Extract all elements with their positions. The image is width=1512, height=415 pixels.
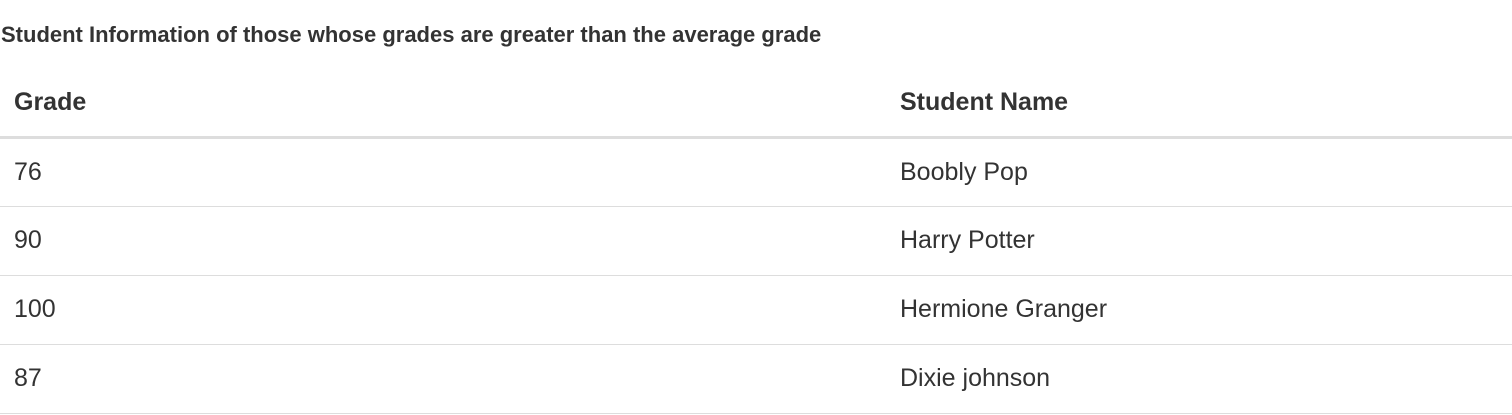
grade-cell: 87 [0, 344, 886, 414]
page-heading: Student Information of those whose grade… [1, 22, 822, 47]
column-header-grade: Grade [0, 69, 886, 139]
table-header: Grade Student Name [0, 69, 1512, 139]
header-row: Grade Student Name [0, 69, 1512, 139]
column-header-student-name: Student Name [886, 69, 1512, 139]
table-row: 87 Dixie johnson [0, 344, 1512, 414]
table-body: 76 Boobly Pop 90 Harry Potter 100 Hermio… [0, 137, 1512, 414]
grade-cell: 76 [0, 137, 886, 207]
grades-table: Grade Student Name 76 Boobly Pop 90 Harr… [0, 69, 1512, 414]
student-name-cell: Hermione Granger [886, 275, 1512, 345]
student-name-cell: Boobly Pop [886, 137, 1512, 207]
grade-cell: 100 [0, 275, 886, 345]
table-row: 76 Boobly Pop [0, 137, 1512, 207]
student-name-cell: Dixie johnson [886, 344, 1512, 414]
student-name-cell: Harry Potter [886, 206, 1512, 276]
table-row: 100 Hermione Granger [0, 275, 1512, 345]
grade-cell: 90 [0, 206, 886, 276]
table-row: 90 Harry Potter [0, 206, 1512, 276]
